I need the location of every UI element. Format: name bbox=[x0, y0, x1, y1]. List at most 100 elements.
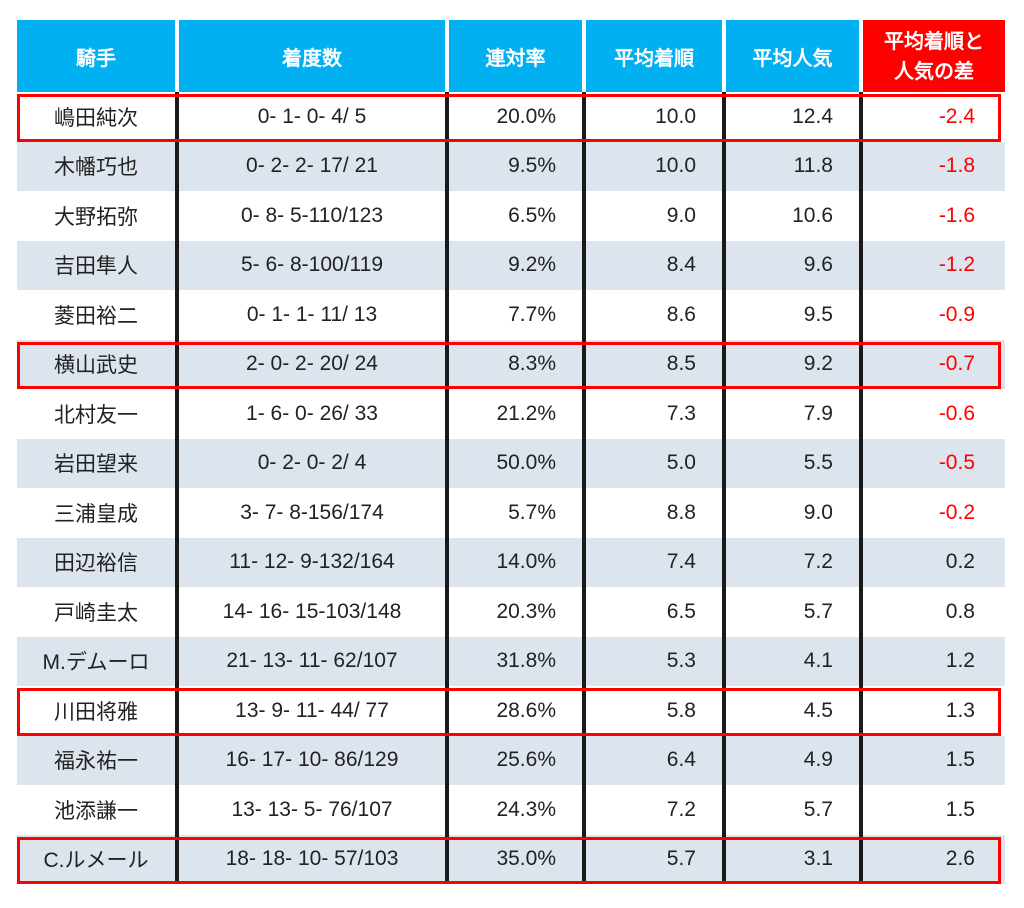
table-row: 木幡巧也 0- 2- 2- 17/ 21 9.5% 10.0 11.8 -1.8 bbox=[17, 141, 1005, 191]
cell-avg-finish: 9.0 bbox=[582, 191, 724, 241]
cell-avg-popularity: 7.9 bbox=[722, 389, 861, 439]
cell-difference: -0.2 bbox=[859, 488, 1005, 538]
cell-avg-popularity: 9.0 bbox=[722, 488, 861, 538]
header-avg-popularity: 平均人気 bbox=[722, 20, 861, 92]
cell-record: 11- 12- 9-132/164 bbox=[175, 537, 447, 587]
cell-rate: 25.6% bbox=[445, 735, 584, 785]
cell-avg-finish: 6.4 bbox=[582, 735, 724, 785]
cell-record: 0- 1- 0- 4/ 5 bbox=[175, 92, 447, 142]
cell-avg-finish: 8.4 bbox=[582, 240, 724, 290]
cell-record: 0- 8- 5-110/123 bbox=[175, 191, 447, 241]
table-row: 岩田望来 0- 2- 0- 2/ 4 50.0% 5.0 5.5 -0.5 bbox=[17, 438, 1005, 488]
table-row: 福永祐一 16- 17- 10- 86/129 25.6% 6.4 4.9 1.5 bbox=[17, 735, 1005, 785]
cell-record: 0- 2- 0- 2/ 4 bbox=[175, 438, 447, 488]
cell-record: 18- 18- 10- 57/103 bbox=[175, 834, 447, 884]
cell-avg-popularity: 9.6 bbox=[722, 240, 861, 290]
cell-avg-finish: 10.0 bbox=[582, 141, 724, 191]
table-row: 菱田裕二 0- 1- 1- 11/ 13 7.7% 8.6 9.5 -0.9 bbox=[17, 290, 1005, 340]
cell-avg-finish: 8.8 bbox=[582, 488, 724, 538]
cell-record: 0- 1- 1- 11/ 13 bbox=[175, 290, 447, 340]
cell-record: 21- 13- 11- 62/107 bbox=[175, 636, 447, 686]
cell-difference: -1.2 bbox=[859, 240, 1005, 290]
cell-record: 16- 17- 10- 86/129 bbox=[175, 735, 447, 785]
cell-difference: -2.4 bbox=[859, 92, 1005, 142]
cell-jockey: 岩田望来 bbox=[17, 438, 177, 488]
cell-avg-finish: 5.0 bbox=[582, 438, 724, 488]
cell-difference: 1.5 bbox=[859, 735, 1005, 785]
cell-avg-popularity: 5.7 bbox=[722, 785, 861, 835]
cell-jockey: 嶋田純次 bbox=[17, 92, 177, 142]
header-difference: 平均着順と 人気の差 bbox=[859, 20, 1005, 92]
jockey-stats-table: 騎手 着度数 連対率 平均着順 平均人気 平均着順と 人気の差 嶋田純次 0- 1… bbox=[17, 20, 1005, 884]
table-row: 池添謙一 13- 13- 5- 76/107 24.3% 7.2 5.7 1.5 bbox=[17, 785, 1005, 835]
table-row: 大野拓弥 0- 8- 5-110/123 6.5% 9.0 10.6 -1.6 bbox=[17, 191, 1005, 241]
cell-avg-finish: 8.5 bbox=[582, 339, 724, 389]
cell-jockey: M.デムーロ bbox=[17, 636, 177, 686]
cell-avg-popularity: 3.1 bbox=[722, 834, 861, 884]
cell-record: 0- 2- 2- 17/ 21 bbox=[175, 141, 447, 191]
cell-rate: 28.6% bbox=[445, 686, 584, 736]
cell-rate: 14.0% bbox=[445, 537, 584, 587]
cell-rate: 20.3% bbox=[445, 587, 584, 637]
cell-difference: 0.2 bbox=[859, 537, 1005, 587]
header-avg-finish: 平均着順 bbox=[582, 20, 724, 92]
cell-avg-popularity: 5.5 bbox=[722, 438, 861, 488]
cell-difference: 0.8 bbox=[859, 587, 1005, 637]
cell-difference: 2.6 bbox=[859, 834, 1005, 884]
cell-rate: 31.8% bbox=[445, 636, 584, 686]
cell-avg-finish: 7.3 bbox=[582, 389, 724, 439]
header-difference-line2: 人気の差 bbox=[894, 59, 974, 83]
cell-jockey: 戸崎圭太 bbox=[17, 587, 177, 637]
cell-record: 13- 13- 5- 76/107 bbox=[175, 785, 447, 835]
cell-record: 1- 6- 0- 26/ 33 bbox=[175, 389, 447, 439]
cell-jockey: 菱田裕二 bbox=[17, 290, 177, 340]
cell-record: 3- 7- 8-156/174 bbox=[175, 488, 447, 538]
table-row: 川田将雅 13- 9- 11- 44/ 77 28.6% 5.8 4.5 1.3 bbox=[17, 686, 1005, 736]
cell-avg-popularity: 9.5 bbox=[722, 290, 861, 340]
cell-avg-finish: 10.0 bbox=[582, 92, 724, 142]
cell-avg-finish: 5.7 bbox=[582, 834, 724, 884]
cell-rate: 6.5% bbox=[445, 191, 584, 241]
table-row: 嶋田純次 0- 1- 0- 4/ 5 20.0% 10.0 12.4 -2.4 bbox=[17, 92, 1005, 142]
cell-jockey: 福永祐一 bbox=[17, 735, 177, 785]
table-row: M.デムーロ 21- 13- 11- 62/107 31.8% 5.3 4.1 1.2 bbox=[17, 636, 1005, 686]
cell-avg-finish: 8.6 bbox=[582, 290, 724, 340]
table-body: 嶋田純次 0- 1- 0- 4/ 5 20.0% 10.0 12.4 -2.4 木幡巧也 0-… bbox=[17, 92, 1005, 884]
cell-rate: 5.7% bbox=[445, 488, 584, 538]
cell-jockey: 北村友一 bbox=[17, 389, 177, 439]
table-row: 吉田隼人 5- 6- 8-100/119 9.2% 8.4 9.6 -1.2 bbox=[17, 240, 1005, 290]
cell-rate: 24.3% bbox=[445, 785, 584, 835]
cell-jockey: 大野拓弥 bbox=[17, 191, 177, 241]
table-row: 田辺裕信 11- 12- 9-132/164 14.0% 7.4 7.2 0.2 bbox=[17, 537, 1005, 587]
header-rate: 連対率 bbox=[445, 20, 584, 92]
cell-rate: 9.5% bbox=[445, 141, 584, 191]
cell-record: 14- 16- 15-103/148 bbox=[175, 587, 447, 637]
cell-difference: -0.7 bbox=[859, 339, 1005, 389]
cell-rate: 20.0% bbox=[445, 92, 584, 142]
cell-difference: 1.2 bbox=[859, 636, 1005, 686]
cell-avg-popularity: 7.2 bbox=[722, 537, 861, 587]
cell-avg-popularity: 5.7 bbox=[722, 587, 861, 637]
cell-avg-finish: 7.2 bbox=[582, 785, 724, 835]
header-jockey: 騎手 bbox=[17, 20, 177, 92]
cell-difference: -0.6 bbox=[859, 389, 1005, 439]
cell-avg-finish: 6.5 bbox=[582, 587, 724, 637]
cell-difference: -1.8 bbox=[859, 141, 1005, 191]
cell-difference: 1.3 bbox=[859, 686, 1005, 736]
cell-avg-popularity: 4.5 bbox=[722, 686, 861, 736]
cell-rate: 50.0% bbox=[445, 438, 584, 488]
cell-avg-finish: 7.4 bbox=[582, 537, 724, 587]
cell-difference: 1.5 bbox=[859, 785, 1005, 835]
cell-jockey: 吉田隼人 bbox=[17, 240, 177, 290]
cell-difference: -0.5 bbox=[859, 438, 1005, 488]
cell-jockey: 池添謙一 bbox=[17, 785, 177, 835]
cell-jockey: 川田将雅 bbox=[17, 686, 177, 736]
cell-avg-popularity: 10.6 bbox=[722, 191, 861, 241]
cell-jockey: C.ルメール bbox=[17, 834, 177, 884]
cell-record: 5- 6- 8-100/119 bbox=[175, 240, 447, 290]
header-record: 着度数 bbox=[175, 20, 447, 92]
cell-jockey: 横山武史 bbox=[17, 339, 177, 389]
cell-difference: -1.6 bbox=[859, 191, 1005, 241]
header-row: 騎手 着度数 連対率 平均着順 平均人気 平均着順と 人気の差 bbox=[17, 20, 1005, 92]
table-row: 横山武史 2- 0- 2- 20/ 24 8.3% 8.5 9.2 -0.7 bbox=[17, 339, 1005, 389]
